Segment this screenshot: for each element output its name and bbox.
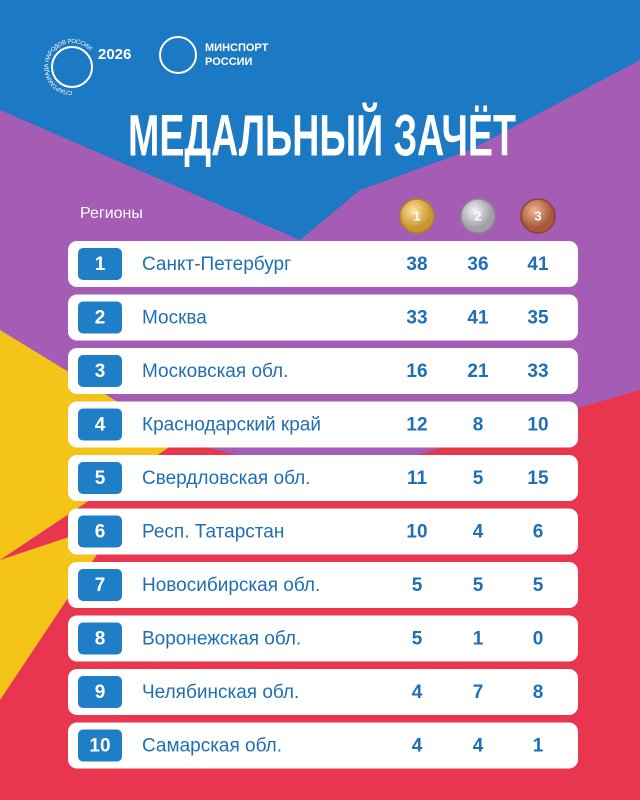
medal-count: 33 <box>406 308 427 329</box>
region: Самарская обл. <box>142 736 282 757</box>
title: МЕДАЛЬНЫЙ ЗАЧЁТ <box>128 103 516 168</box>
medal-count: 5 <box>473 575 484 596</box>
region: Московская обл. <box>142 361 288 382</box>
rank-box <box>78 622 122 655</box>
medal-count: 0 <box>533 629 544 650</box>
medal-count: 35 <box>527 308 549 329</box>
medal-count: 4 <box>473 522 484 543</box>
medal-count: 4 <box>412 682 423 703</box>
medal-count: 1 <box>533 736 544 757</box>
medal-count: 38 <box>406 254 427 275</box>
medal <box>460 198 496 234</box>
region: Санкт-Петербург <box>142 254 291 275</box>
region: Новосибирская обл. <box>142 575 320 596</box>
rank: 2 <box>95 308 106 329</box>
region: Респ. Татарстан <box>142 522 284 543</box>
rank-box <box>78 462 122 494</box>
medal-count: 7 <box>473 682 484 703</box>
ministry-emblem <box>159 36 197 74</box>
medal-count: 11 <box>407 468 428 489</box>
medal-count: 5 <box>412 629 423 650</box>
medal-number: 2 <box>474 208 481 223</box>
rank-box <box>78 301 122 334</box>
region: Челябинская обл. <box>142 682 299 703</box>
rank-box <box>78 676 122 708</box>
row-card <box>68 348 578 394</box>
row-card <box>68 241 578 287</box>
row-card <box>68 722 578 769</box>
medal-count: 8 <box>533 682 544 703</box>
medal-count: 41 <box>467 308 489 329</box>
row-card <box>68 401 578 448</box>
medal-count: 4 <box>412 736 423 757</box>
rank: 1 <box>95 254 106 275</box>
logo-year: 2026 <box>98 46 131 63</box>
medal <box>520 198 556 234</box>
rank: 9 <box>95 682 106 703</box>
row-card <box>68 508 578 555</box>
medal-count: 4 <box>473 736 484 757</box>
row-card <box>68 562 578 608</box>
medal-count: 5 <box>533 575 544 596</box>
rank-box <box>78 729 122 762</box>
row-card <box>68 669 578 715</box>
row-card <box>68 455 578 501</box>
rank-box <box>78 569 122 601</box>
logo-flower <box>51 46 93 88</box>
ministry-line2: РОССИИ <box>205 56 253 68</box>
rank-box <box>78 515 122 548</box>
medal-count: 1 <box>473 629 484 650</box>
rank: 3 <box>95 361 106 382</box>
medal-count: 10 <box>406 522 427 543</box>
region: Москва <box>142 308 207 329</box>
region: Краснодарский край <box>142 415 321 436</box>
region: Свердловская обл. <box>142 468 310 489</box>
medal-count: 15 <box>527 468 549 489</box>
row-card <box>68 615 578 662</box>
medal <box>399 198 435 234</box>
medal-count: 33 <box>527 361 548 382</box>
medal-count: 36 <box>467 254 488 275</box>
medal-count: 6 <box>533 522 544 543</box>
rank-box <box>78 408 122 441</box>
medal-count: 5 <box>412 575 423 596</box>
medal-count: 41 <box>527 254 549 275</box>
ministry-line1: МИНСПОРТ <box>205 42 269 54</box>
table: 1 2 31 Санкт-Петербург 38 36 412 Москва 33 41 353 М… <box>68 198 578 769</box>
medal-number: 3 <box>534 208 541 223</box>
rank: 10 <box>89 736 110 757</box>
region: Воронежская обл. <box>142 629 301 650</box>
medal-count: 16 <box>406 361 427 382</box>
medal-count: 8 <box>473 415 484 436</box>
region-header: Регионы <box>80 205 143 222</box>
rank: 4 <box>95 415 106 436</box>
rank: 5 <box>95 468 106 489</box>
row-card <box>68 294 578 341</box>
rank: 8 <box>95 629 106 650</box>
medal-count: 21 <box>467 361 489 382</box>
medal-count: 5 <box>473 468 484 489</box>
medal-number: 1 <box>413 208 420 223</box>
medal-count: 10 <box>527 415 548 436</box>
logo: СПАРТАКИАДА НАРОДОВ РОССИИ 2026 МИНСПОРТ… <box>44 36 269 96</box>
rank-box <box>78 248 122 280</box>
rank: 6 <box>95 522 106 543</box>
rank: 7 <box>95 575 106 596</box>
rank-box <box>78 355 122 387</box>
medal-count: 12 <box>406 415 427 436</box>
